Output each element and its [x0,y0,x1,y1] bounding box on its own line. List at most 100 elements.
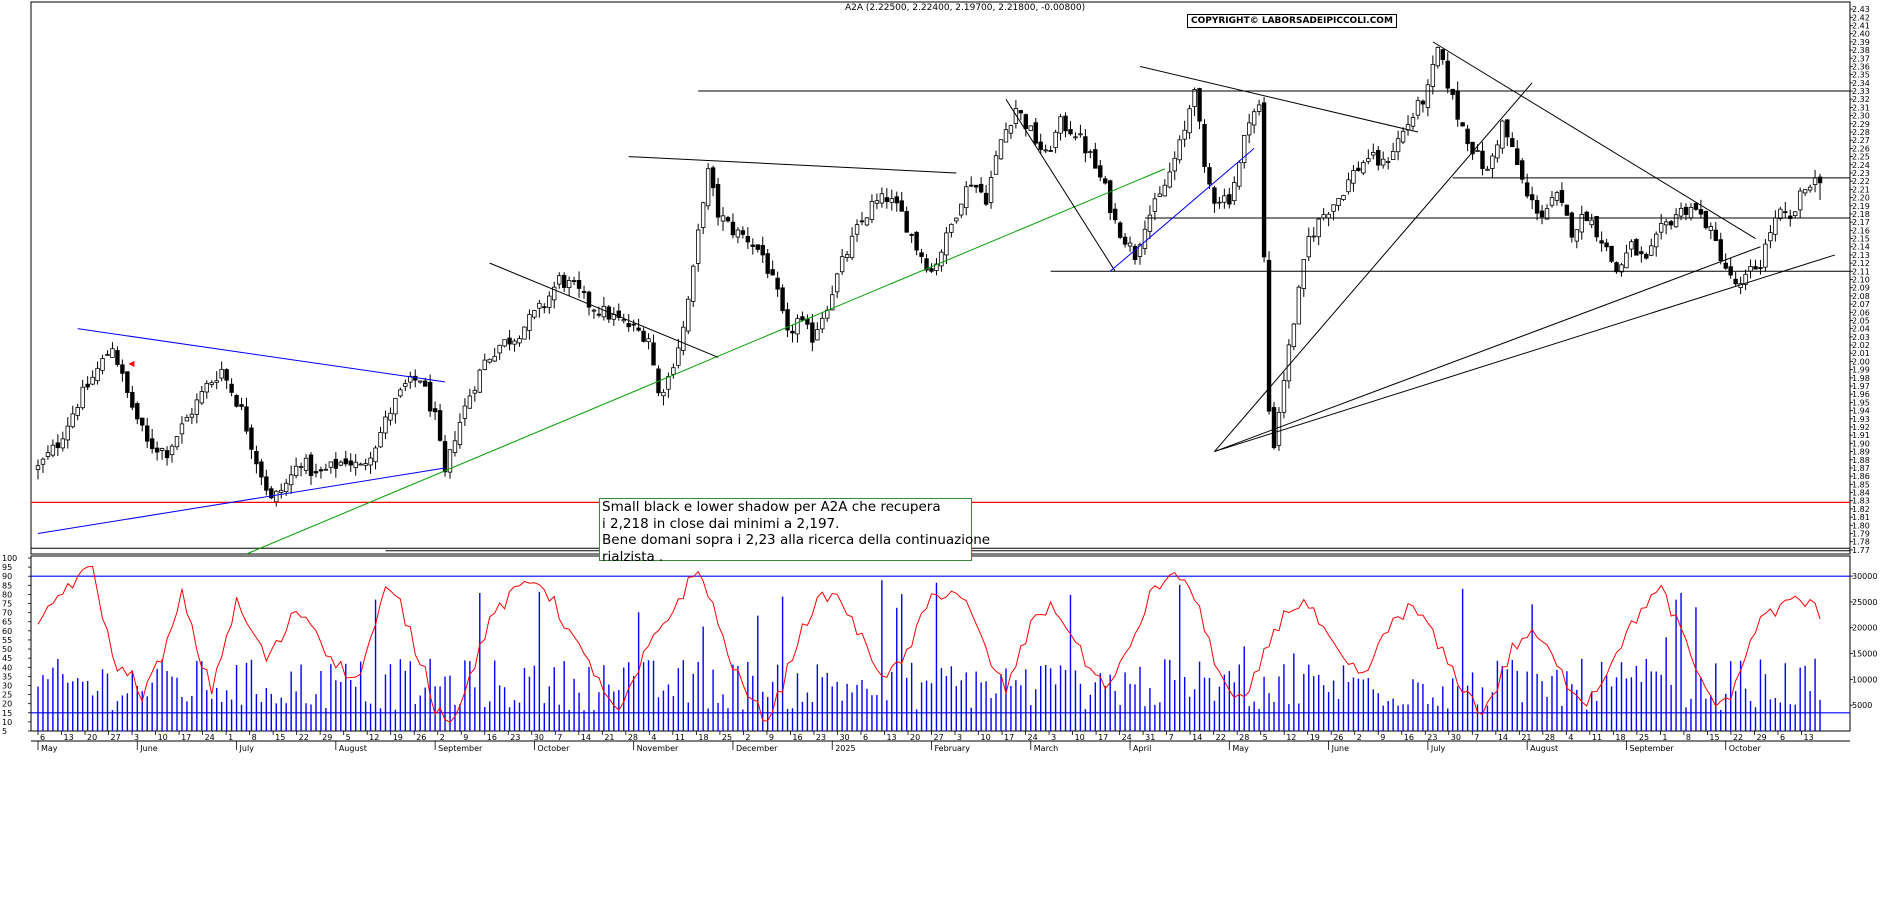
candle-body [283,482,289,493]
candle-body [35,465,41,470]
month-label: July [239,744,255,753]
candle-body [1698,209,1704,215]
candle-body [1182,129,1187,140]
price-tick-label: 1.78 [1852,538,1870,547]
date-tick-label: 3 [957,733,962,742]
candle-body [1227,194,1232,205]
candle-body [909,234,914,236]
candle-body [234,395,239,407]
candle-body [293,465,299,477]
price-tick-label: 1.88 [1852,456,1870,465]
candle-body [383,416,388,434]
candle-body [1649,245,1654,256]
osc-tick-label: 65 [2,618,12,627]
candle-body [274,490,279,503]
candle-body [323,468,329,471]
candle-body [978,183,984,193]
candle-body [1549,197,1555,206]
candle-body [750,244,755,247]
candle-body [1331,204,1336,212]
date-tick-label: 5 [1263,733,1268,742]
candle-body [65,425,70,441]
candle-body [55,442,61,449]
date-tick-label: 24 [1028,733,1038,742]
candle-body [145,425,150,442]
candle-body [353,461,358,468]
trendline [246,168,1165,555]
candle-body [859,220,865,223]
price-tick-label: 2.15 [1852,235,1870,244]
candle-body [1381,158,1386,166]
candle-body [1172,157,1177,172]
date-tick-label: 3 [1051,733,1056,742]
price-tick-label: 2.24 [1852,161,1870,170]
candle-body [576,279,582,289]
date-tick-label: 28 [628,733,638,742]
price-tick-label: 2.03 [1852,333,1870,342]
candle-body [1797,190,1803,211]
candle-body [318,469,324,472]
date-tick-label: 28 [1239,733,1249,742]
candle-body [959,203,964,216]
date-tick-label: 23 [510,733,520,742]
candle-body [1112,208,1118,221]
candle-body [1703,210,1709,229]
candle-body [130,392,135,408]
candle-body [1778,208,1783,219]
candle-body [1296,286,1302,325]
candle-body [1445,60,1450,89]
price-tick-label: 2.30 [1852,112,1870,121]
candle-body [740,230,746,235]
candle-body [1559,190,1565,203]
candle-body [1708,226,1714,231]
candle-body [219,368,224,379]
date-tick-label: 26 [416,733,426,742]
date-tick-label: 11 [1592,733,1602,742]
candle-body [879,193,885,204]
candle-body [1733,278,1738,285]
candle-body [418,380,423,383]
price-tick-label: 1.81 [1852,513,1870,522]
candle-body [214,380,219,383]
candle-body [1088,151,1093,153]
candle-body [884,197,890,203]
price-tick-label: 2.43 [1852,5,1870,14]
date-tick-label: 1 [228,733,233,742]
date-tick-label: 15 [275,733,285,742]
candle-body [1207,167,1212,185]
osc-tick-label: 100 [2,554,17,563]
candle-body [1554,192,1560,201]
candle-body [676,347,681,366]
date-tick-label: 4 [1568,733,1573,742]
copyright-label: COPYRIGHT© LABORSADEIPICCOLI.COM [1187,14,1397,28]
osc-tick-label: 20 [2,700,12,709]
candle-body [1678,207,1684,217]
candle-body [269,488,274,499]
volume-tick-label: 20000 [1852,624,1877,633]
candle-body [363,463,368,466]
candle-body [1371,152,1376,156]
candle-body [1604,242,1609,248]
osc-tick-label: 35 [2,672,12,681]
osc-tick-label: 55 [2,636,12,645]
candle-body [517,338,522,344]
candle-body [869,201,875,220]
candle-body [1455,90,1460,120]
trendline [77,328,446,383]
candle-body [328,461,334,468]
price-tick-label: 2.37 [1852,54,1870,63]
candle-body [849,235,855,259]
candle-body [661,391,666,397]
candle-body [100,358,105,371]
candle-body [621,319,626,322]
candle-body [179,423,185,435]
price-tick-label: 2.04 [1852,325,1870,334]
candle-body [1008,125,1014,134]
candle-body [542,306,547,309]
candle-body [432,408,438,413]
candle-body [45,452,51,457]
osc-tick-label: 15 [2,709,12,718]
candle-body [1768,232,1773,242]
osc-tick-label: 85 [2,581,12,590]
candle-body [1018,110,1024,114]
